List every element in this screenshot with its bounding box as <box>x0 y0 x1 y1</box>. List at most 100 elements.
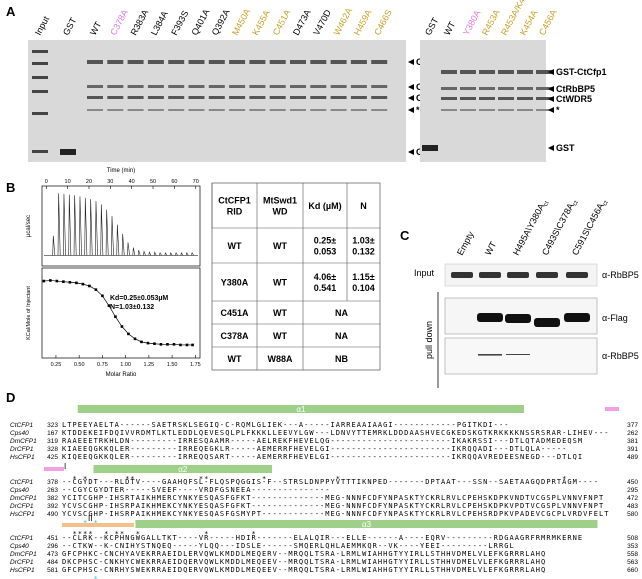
table-cell: WD <box>273 207 288 217</box>
band <box>168 96 185 99</box>
band <box>498 87 514 90</box>
table-cell: 0.104 <box>352 283 375 293</box>
data-point <box>62 280 65 283</box>
data-point <box>107 304 111 307</box>
blot <box>444 337 598 375</box>
band <box>536 272 558 278</box>
band <box>188 96 205 99</box>
lane-label: Q392A <box>210 7 232 36</box>
band <box>479 70 495 74</box>
sequence: --CGYDT---RLDTV----GAAHQFSL-FLQSPQGGIS-F… <box>62 478 599 486</box>
seq-end: 558 <box>627 551 638 558</box>
arrow <box>408 107 414 113</box>
pink-bar <box>44 467 64 471</box>
annotation: Kd=0.25±0.053µM <box>110 295 168 302</box>
injection-peak <box>84 197 88 256</box>
table-cell: 0.132 <box>352 247 375 257</box>
blue-stars: * <box>62 575 99 579</box>
axis-title: µcal/sec <box>26 215 32 237</box>
helix-label: α1 <box>296 405 306 414</box>
arrow <box>548 107 554 113</box>
band <box>330 96 347 99</box>
seq-start: 392 <box>47 503 58 510</box>
seq-end: 580 <box>627 511 638 518</box>
band <box>479 272 501 278</box>
data-point <box>49 279 52 282</box>
band-marker: * <box>556 105 560 115</box>
band <box>460 97 476 100</box>
lane-text: WT <box>483 239 499 256</box>
helix-label: α3 <box>362 520 372 529</box>
band <box>168 85 185 88</box>
data-point <box>127 332 130 336</box>
table-cell: WT <box>273 308 287 318</box>
panel-label: D <box>6 390 15 405</box>
sequence: YCITCGHP-IHSRTAIKHMERCYNKYESQASFGFKT----… <box>62 494 604 502</box>
seq-start: 490 <box>47 511 58 518</box>
injection-peak <box>169 252 173 256</box>
arrow <box>548 96 554 102</box>
region-label: I <box>64 462 66 471</box>
species-name: DmCFP1 <box>10 438 37 445</box>
lane-text: C591S\C456A <box>570 201 606 257</box>
lane-label: GST <box>61 15 79 36</box>
band <box>147 85 164 88</box>
band <box>536 109 552 111</box>
band <box>127 60 144 64</box>
seq-end: 353 <box>627 543 638 550</box>
band <box>517 109 533 111</box>
data-point <box>88 284 91 288</box>
sequence: KTDDEKEIFDQIVVRDMTLKTLEDDLQEVESQLPLFKKKL… <box>62 429 610 437</box>
band <box>269 85 286 88</box>
seq-start: 328 <box>47 446 58 453</box>
band <box>290 85 306 88</box>
band <box>208 85 225 88</box>
band <box>330 85 347 88</box>
band <box>188 109 205 111</box>
species-name: CtCFP1 <box>10 479 34 486</box>
band <box>479 87 495 90</box>
band <box>32 150 48 153</box>
arrow <box>548 69 554 75</box>
sequence: GFCPHKC-CNCHYAVEKRRAEIDLERVQWLKMDDLMEQER… <box>62 550 546 558</box>
band <box>479 109 495 111</box>
seq-end: 472 <box>627 495 638 502</box>
seq-end: 391 <box>627 446 638 453</box>
axis-title: KCal/Mole of Injectant <box>26 286 32 340</box>
lane-label: C456A <box>537 8 559 37</box>
band <box>229 109 246 111</box>
sequence: YCVSCGHP-IHSRPAIKHMEKCYNKYESQASFGFKT----… <box>62 502 604 510</box>
band <box>441 109 457 111</box>
seq-start: 382 <box>47 495 58 502</box>
tick-label: 60 <box>171 179 177 185</box>
injection-peak <box>185 252 189 256</box>
antibody-label: α-RbBP5 <box>602 351 639 361</box>
table-cell: 4.06± <box>314 272 337 282</box>
band <box>147 60 164 64</box>
band <box>147 96 164 99</box>
injection-peak <box>121 233 125 256</box>
band <box>127 109 144 111</box>
tick-label: 0.25 <box>51 362 62 368</box>
data-point <box>120 325 124 328</box>
band <box>249 60 266 64</box>
band <box>188 60 205 64</box>
lane-label: H459A <box>352 8 374 37</box>
table-cell: WT <box>273 241 287 251</box>
species-name: HsCFP1 <box>10 567 35 574</box>
injection-peak <box>127 242 130 256</box>
table-cell: CtCFP1 <box>218 196 251 206</box>
band <box>507 272 529 278</box>
band <box>87 96 103 99</box>
data-point <box>133 337 137 341</box>
band <box>310 109 327 111</box>
species-name: Cps40 <box>10 487 29 494</box>
band <box>290 109 306 111</box>
sequence: --CLRK--KCPHNGWGALLTKT----VR-----HDIR---… <box>62 534 583 542</box>
table-cell: WT <box>228 354 242 364</box>
species-name: DmCFP1 <box>10 551 37 558</box>
band <box>371 96 388 99</box>
band <box>107 60 124 64</box>
band <box>32 62 48 65</box>
band <box>564 313 590 322</box>
